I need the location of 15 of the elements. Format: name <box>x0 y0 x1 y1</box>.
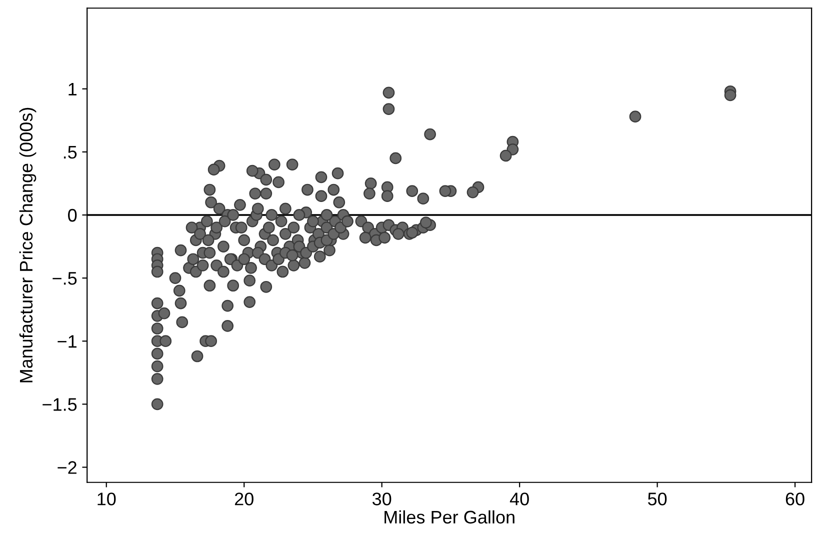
x-tick-label: 40 <box>510 492 529 506</box>
x-tick-label: 50 <box>648 492 667 506</box>
y-tick-label: −.5 <box>52 272 77 285</box>
y-tick-label: −2 <box>58 461 76 474</box>
x-tick-label: 10 <box>98 492 116 506</box>
y-tick-label: −1 <box>58 335 76 348</box>
x-axis-title: Miles Per Gallon <box>384 510 514 524</box>
y-tick-label: −1.5 <box>42 398 77 411</box>
x-tick-label: 30 <box>372 492 392 506</box>
y-tick-label: 0 <box>68 208 77 222</box>
x-tick-label: 60 <box>786 492 804 506</box>
y-tick-label: 1 <box>68 82 76 96</box>
x-tick-label: 20 <box>234 492 254 506</box>
y-tick-label: .5 <box>64 146 77 159</box>
y-axis-title: Manufacturer Price Change (000s) <box>19 108 36 382</box>
